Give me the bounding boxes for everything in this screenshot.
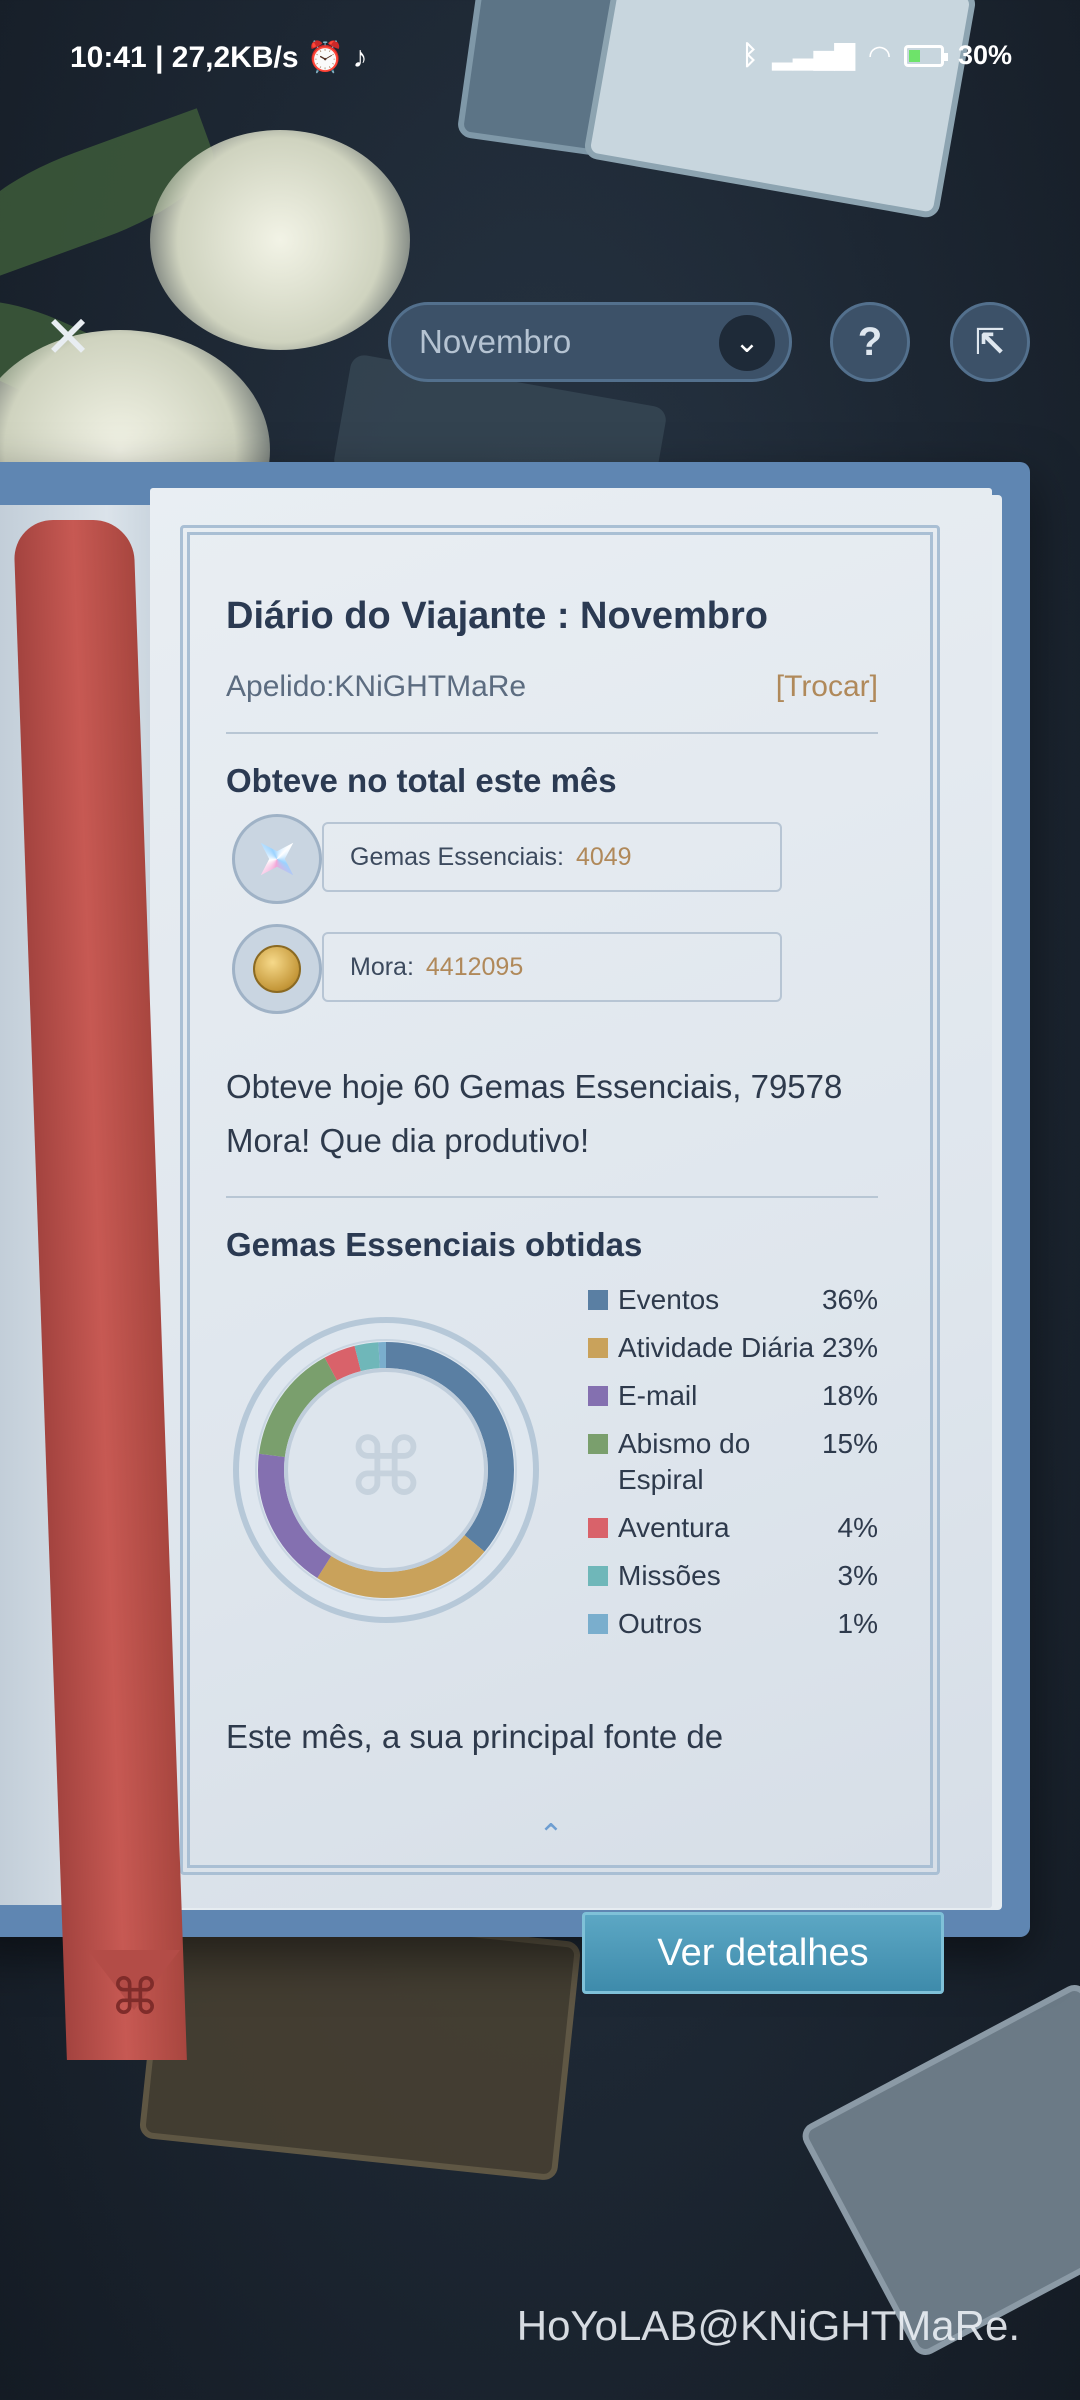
mora-stat-row: Mora: 4412095 — [226, 920, 878, 1020]
alarm-icon: ⏰ — [306, 41, 345, 74]
legend-item: Abismo do Espiral 15% — [588, 1426, 878, 1498]
help-button[interactable]: ? — [830, 302, 910, 382]
page-border — [180, 525, 940, 1875]
share-button[interactable]: ⇱ — [950, 302, 1030, 382]
main-source-text: Este mês, a sua principal fonte de — [226, 1718, 724, 1755]
watermark: HoYoLAB@KNiGHTMaRe. — [516, 2302, 1020, 2349]
legend-item: Outros 1% — [588, 1606, 878, 1642]
music-note-icon: ♪ — [352, 41, 368, 74]
legend-percent: 4% — [837, 1512, 878, 1543]
legend-item: E-mail 18% — [588, 1378, 878, 1414]
legend-label: Missões — [618, 1560, 721, 1591]
donut-svg: ⌘ — [233, 1317, 539, 1623]
gems-stat-row: Gemas Essenciais: 4049 — [226, 810, 878, 910]
legend-label: Eventos — [618, 1284, 720, 1315]
signal-icon: ▂▃▅▇ — [772, 40, 856, 70]
month-total-title: Obteve no total este mês — [226, 762, 617, 799]
donut-slice-3 — [258, 1342, 514, 1598]
gems-value: 4049 — [575, 842, 632, 871]
legend-label: Atividade Diária — [618, 1332, 815, 1363]
status-bar: 10:41 | 27,2KB/s ⏰ ♪ ᛒ ▂▃▅▇ ◠ 30% — [0, 0, 1080, 120]
status-time: 10:41 | 27,2KB/s ⏰ ♪ — [70, 41, 368, 74]
divider — [226, 732, 878, 734]
chevron-up-icon[interactable]: ⌃ — [538, 1819, 564, 1852]
legend-percent: 36% — [821, 1284, 878, 1315]
legend-swatch — [588, 1338, 608, 1358]
diary-content[interactable]: Diário do Viajante : Novembro Apelido:KN… — [226, 580, 878, 1756]
legend-percent: 23% — [821, 1332, 878, 1363]
diary-page — [150, 488, 992, 1908]
mora-badge — [232, 924, 322, 1014]
gem-badge — [232, 814, 322, 904]
month-select[interactable]: Novembro ⌄ — [388, 302, 792, 382]
knot-emblem-icon: ⌘ — [110, 1969, 160, 2025]
donut-center — [284, 1368, 488, 1572]
mora-label: Mora: — [350, 952, 414, 981]
bluetooth-icon: ᛒ — [741, 40, 759, 70]
nickname: Apelido:KNiGHTMaRe — [226, 670, 527, 703]
gems-chart: ⌘ Eventos 36% Atividade Diária 23% E-mail 18%… — [226, 1282, 878, 1712]
legend-item: Atividade Diária 23% — [588, 1330, 878, 1366]
gems-label: Gemas Essenciais: — [350, 842, 564, 871]
battery-icon — [903, 44, 948, 67]
status-icons: ᛒ ▂▃▅▇ ◠ 30% — [742, 40, 1012, 71]
wifi-icon: ◠ — [869, 40, 890, 70]
legend-swatch — [588, 1386, 608, 1406]
gems-stat-box: Gemas Essenciais: 4049 — [322, 822, 782, 892]
legend-percent: 15% — [821, 1428, 878, 1459]
mora-value: 4412095 — [425, 952, 524, 981]
diary-title: Diário do Viajante : Novembro — [226, 595, 768, 637]
legend-swatch — [588, 1518, 608, 1538]
donut-inner-ring — [255, 1339, 517, 1601]
view-details-button[interactable]: Ver detalhes — [582, 1912, 944, 1994]
bookmark-ribbon-tip — [88, 1950, 180, 2010]
donut-chart: ⌘ — [226, 1310, 546, 1630]
legend-label: Abismo do Espiral — [618, 1428, 751, 1495]
legend-item: Eventos 36% — [588, 1282, 878, 1318]
close-icon: ✕ — [43, 305, 93, 370]
legend-percent: 1% — [837, 1608, 878, 1639]
legend-label: Outros — [618, 1608, 703, 1639]
swap-account-link[interactable]: [Trocar] — [775, 670, 878, 703]
background-card — [138, 1898, 582, 2182]
knot-watermark-icon: ⌘ — [346, 1421, 426, 1514]
help-icon: ? — [857, 320, 883, 364]
legend-swatch — [588, 1434, 608, 1454]
legend-swatch — [588, 1566, 608, 1586]
nickname-row: Apelido:KNiGHTMaRe [Trocar] — [226, 670, 878, 704]
month-select-value: Novembro — [419, 323, 572, 360]
chart-legend: Eventos 36% Atividade Diária 23% E-mail 18% Ab… — [588, 1282, 878, 1654]
legend-swatch — [588, 1290, 608, 1310]
legend-percent: 18% — [821, 1380, 878, 1411]
legend-swatch — [588, 1614, 608, 1634]
close-button[interactable]: ✕ — [38, 308, 98, 368]
battery-percent: 30% — [957, 40, 1012, 70]
donut-slice-7 — [258, 1342, 514, 1598]
legend-item: Aventura 4% — [588, 1510, 878, 1546]
legend-label: Aventura — [618, 1512, 730, 1543]
mora-coin-icon — [253, 945, 301, 993]
legend-label: E-mail — [618, 1380, 698, 1411]
donut-slice-2 — [258, 1342, 514, 1598]
divider — [226, 1196, 878, 1198]
today-summary: Obteve hoje 60 Gemas Essenciais, 79578 M… — [226, 1068, 843, 1159]
mora-stat-box: Mora: 4412095 — [322, 932, 782, 1002]
chevron-down-icon: ⌄ — [719, 315, 775, 371]
share-icon: ⇱ — [974, 321, 1006, 362]
chart-title: Gemas Essenciais obtidas — [226, 1226, 643, 1263]
legend-item: Missões 3% — [588, 1558, 878, 1594]
primogem-icon — [244, 826, 309, 891]
flower-decoration — [150, 130, 410, 350]
legend-percent: 3% — [837, 1560, 878, 1591]
